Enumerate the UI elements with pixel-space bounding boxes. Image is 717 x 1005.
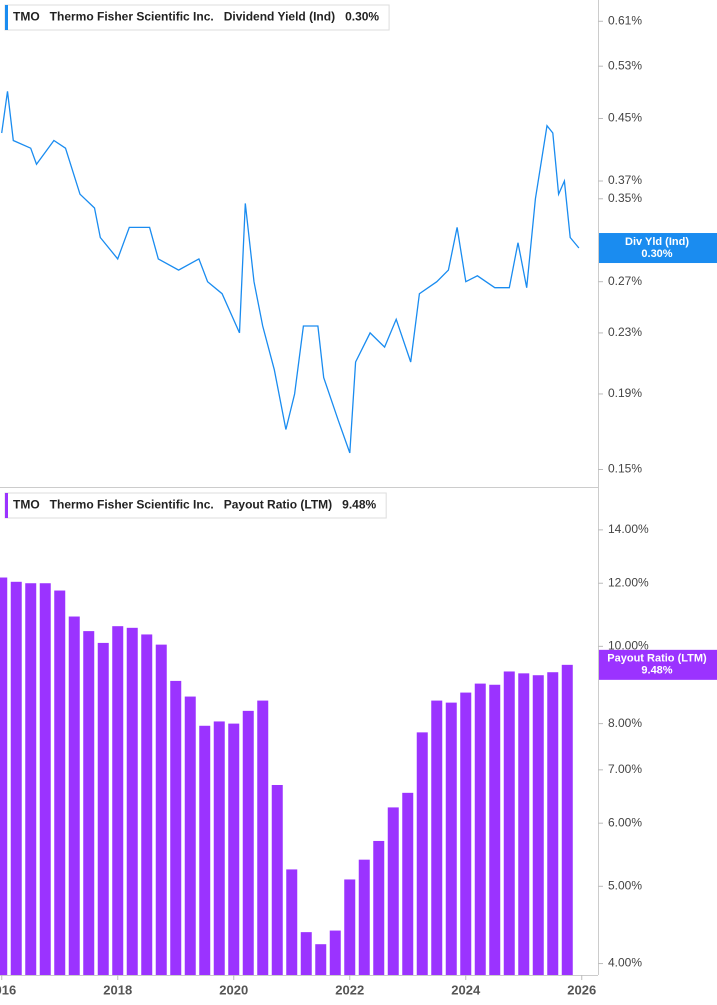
bar: [489, 684, 501, 975]
x-tick-label: 2020: [219, 982, 248, 997]
bar: [257, 700, 269, 975]
badge-value: 0.30%: [641, 248, 672, 260]
value-badge: [599, 649, 717, 680]
bar: [402, 792, 414, 975]
legend-metric: Dividend Yield (Ind): [224, 10, 335, 24]
y-tick-label: 0.23%: [608, 325, 642, 339]
bar: [170, 680, 182, 975]
badge-series-name: Div Yld (Ind): [625, 236, 689, 248]
y-tick-label: 0.37%: [608, 173, 642, 187]
bar: [242, 710, 254, 975]
y-tick-label: 7.00%: [608, 762, 642, 776]
bar: [344, 879, 356, 975]
bar: [503, 671, 515, 975]
legend-value: 0.30%: [345, 10, 379, 24]
legend-company: Thermo Fisher Scientific Inc.: [50, 10, 214, 24]
y-tick-label: 5.00%: [608, 878, 642, 892]
y-tick-label: 0.19%: [608, 386, 642, 400]
bar: [54, 590, 66, 975]
bar: [25, 583, 37, 975]
bar: [141, 634, 153, 975]
bar: [474, 683, 486, 975]
legend-metric: Payout Ratio (LTM): [224, 498, 332, 512]
badge-series-name: Payout Ratio (LTM): [607, 653, 707, 665]
bar: [83, 631, 95, 975]
bar: [228, 723, 240, 975]
y-tick-label: 0.61%: [608, 13, 642, 27]
legend-swatch: [5, 493, 8, 518]
y-tick-label: 8.00%: [608, 716, 642, 730]
bar: [300, 932, 312, 975]
bar: [561, 664, 573, 975]
bar: [126, 627, 138, 975]
bar: [373, 840, 385, 975]
bar: [445, 702, 457, 975]
bar: [518, 673, 530, 975]
y-tick-label: 12.00%: [608, 575, 649, 589]
x-tick-label: 2022: [335, 982, 364, 997]
y-tick-label: 0.35%: [608, 191, 642, 205]
y-tick-label: 14.00%: [608, 522, 649, 536]
y-tick-label: 0.53%: [608, 58, 642, 72]
y-tick-label: 0.15%: [608, 462, 642, 476]
bar: [286, 869, 298, 975]
bar: [329, 930, 341, 975]
y-tick-label: 0.45%: [608, 111, 642, 125]
legend-company: Thermo Fisher Scientific Inc.: [50, 498, 214, 512]
y-tick-label: 6.00%: [608, 815, 642, 829]
bar: [199, 725, 211, 975]
legend-swatch: [5, 5, 8, 30]
x-tick-label: 2016: [0, 982, 16, 997]
x-tick-label: 2018: [103, 982, 132, 997]
bar: [184, 696, 196, 975]
bar: [213, 721, 225, 975]
bar: [0, 577, 8, 975]
bar: [155, 644, 167, 975]
bar: [68, 616, 80, 975]
bar: [532, 675, 544, 975]
bar: [460, 692, 472, 975]
legend-ticker: TMO: [13, 498, 40, 512]
bar: [10, 581, 22, 975]
y-tick-label: 10.00%: [608, 639, 649, 653]
badge-value: 9.48%: [641, 665, 672, 677]
bar: [112, 626, 124, 975]
bar: [315, 944, 327, 975]
bar: [431, 700, 443, 975]
x-tick-label: 2024: [451, 982, 481, 997]
x-tick-label: 2026: [567, 982, 596, 997]
value-badge: [599, 233, 717, 264]
y-tick-label: 0.27%: [608, 274, 642, 288]
bar: [416, 732, 428, 975]
bar: [39, 583, 51, 975]
y-tick-label: 4.00%: [608, 956, 642, 970]
bar: [97, 642, 109, 975]
legend-value: 9.48%: [342, 498, 376, 512]
bar: [358, 859, 370, 975]
line: [1, 91, 580, 454]
bar: [387, 807, 399, 975]
bar: [271, 784, 283, 975]
legend-ticker: TMO: [13, 10, 40, 24]
bar: [547, 672, 559, 975]
